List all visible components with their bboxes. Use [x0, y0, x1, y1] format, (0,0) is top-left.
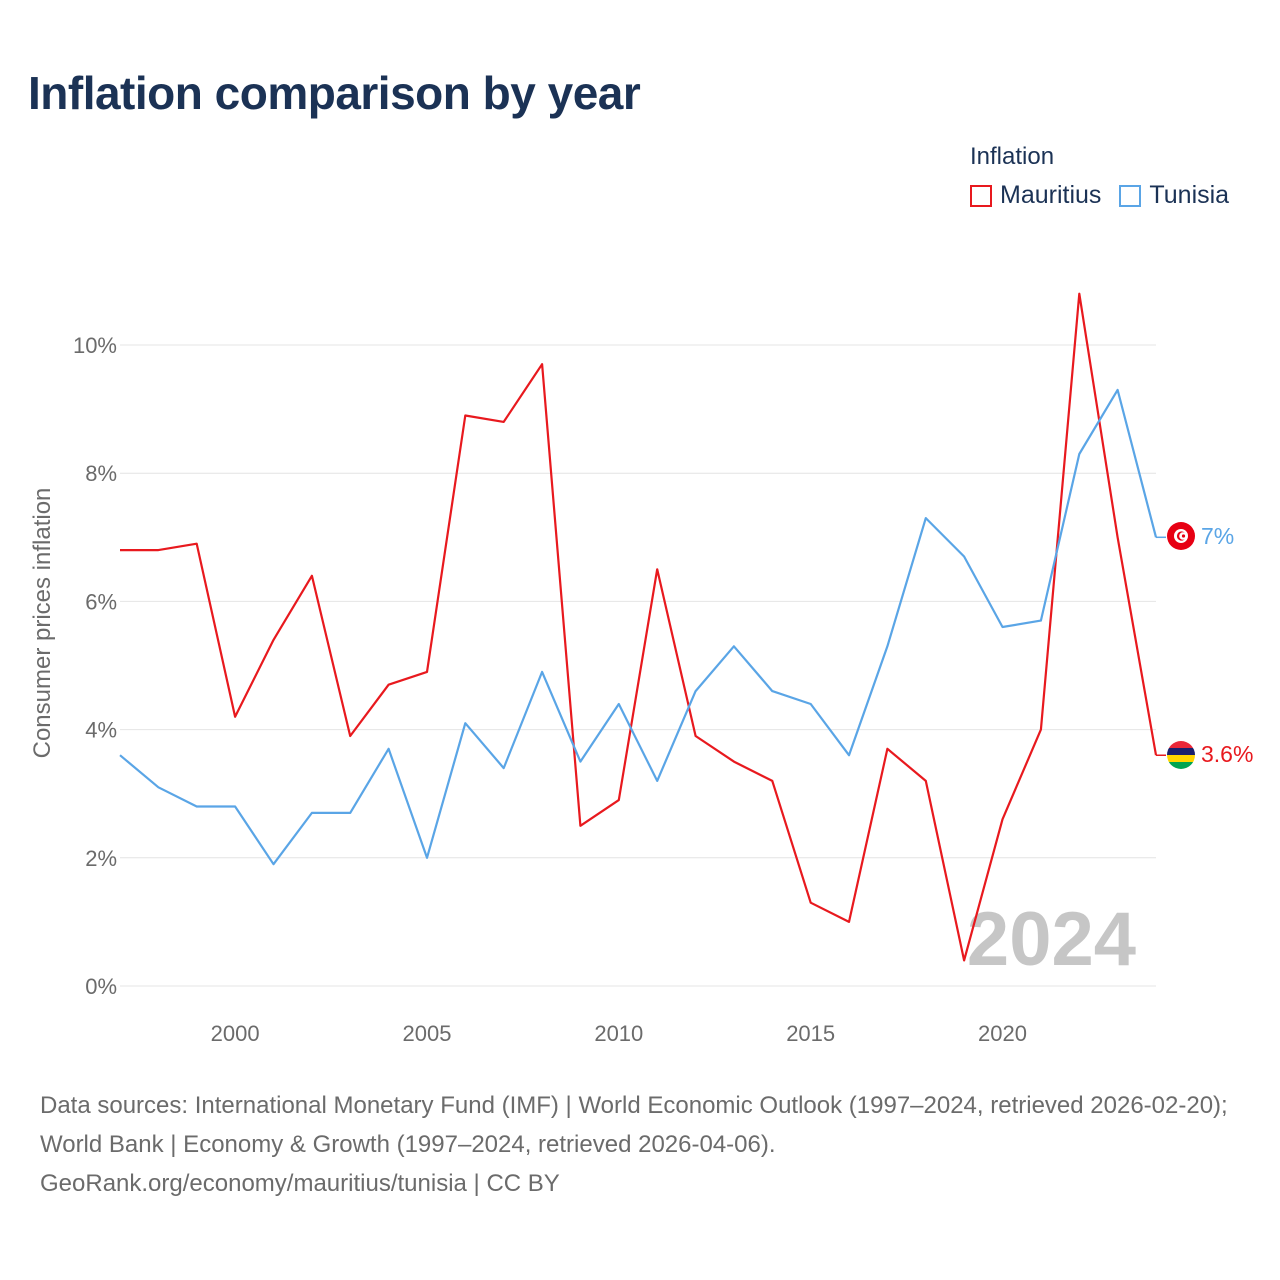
y-tick-label: 6%	[85, 589, 117, 614]
legend-item-tunisia[interactable]: Tunisia	[1119, 181, 1229, 210]
y-tick-label: 4%	[85, 718, 117, 743]
end-label-mauritius: 3.6%	[1201, 741, 1253, 767]
y-axis-label: Consumer prices inflation	[29, 488, 56, 759]
legend-swatch-tunisia	[1119, 184, 1142, 207]
x-tick-label: 2005	[402, 1021, 451, 1046]
legend-label-tunisia: Tunisia	[1149, 181, 1230, 209]
x-tick-label: 2010	[594, 1021, 643, 1046]
x-tick-label: 2020	[978, 1021, 1027, 1046]
attribution-link[interactable]: GeoRank.org/economy/mauritius/tunisia | …	[40, 1170, 560, 1197]
line-chart: 0% 2% 4% 6% 8% 10% 2000 2005 2010 2015 2020 Consu…	[29, 292, 1253, 1046]
series-line-tunisia[interactable]	[119, 388, 1158, 866]
x-tick-label: 2000	[211, 1021, 260, 1046]
end-markers: 7% 3.6%	[1167, 522, 1253, 769]
legend-title: Inflation	[970, 143, 1055, 170]
legend: Inflation Mauritius Tunisia	[970, 143, 1247, 210]
y-axis-ticks: 0% 2% 4% 6% 8% 10%	[73, 333, 117, 999]
x-axis-ticks: 2000 2005 2010 2015 2020	[211, 1021, 1027, 1046]
data-sources: Data sources: International Monetary Fun…	[40, 1092, 1228, 1158]
footer: Data sources: International Monetary Fun…	[40, 1086, 1250, 1203]
grid	[120, 344, 1156, 987]
legend-swatch-mauritius	[970, 184, 992, 207]
legend-label-mauritius: Mauritius	[1000, 181, 1102, 209]
y-tick-label: 2%	[85, 846, 117, 871]
year-watermark: 2024	[967, 897, 1136, 982]
chart-title: Inflation comparison by year	[28, 67, 641, 119]
series-line-mauritius[interactable]	[120, 292, 1158, 962]
x-tick-label: 2015	[786, 1021, 835, 1046]
end-label-tunisia: 7%	[1201, 523, 1234, 549]
legend-item-mauritius[interactable]: Mauritius	[970, 181, 1101, 210]
tunisia-flag-icon	[1167, 522, 1195, 550]
y-tick-label: 8%	[85, 461, 117, 486]
mauritius-flag-icon	[1167, 741, 1195, 769]
y-tick-label: 0%	[85, 974, 117, 999]
series-lines	[119, 292, 1166, 962]
y-tick-label: 10%	[73, 333, 117, 358]
